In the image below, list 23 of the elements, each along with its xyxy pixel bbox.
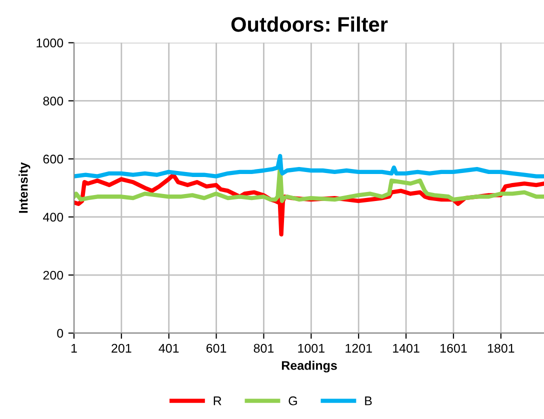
x-tick-label: 1001 (298, 344, 324, 353)
x-tick-label: 1401 (393, 344, 420, 353)
x-axis-title: Readings (282, 360, 337, 372)
y-tick-label: 200 (43, 270, 64, 280)
x-tick-label: 1601 (440, 344, 467, 353)
x-tick-label: 1801 (488, 344, 514, 353)
legend-label: R (214, 396, 222, 406)
x-tick-label: 1201 (346, 344, 372, 353)
chart-title: Outdoors: Filter (231, 16, 388, 32)
legend-label: G (288, 396, 297, 406)
x-tick-label: 201 (112, 344, 132, 353)
y-tick-label: 0 (57, 328, 64, 338)
y-tick-label: 1000 (36, 38, 64, 48)
x-tick-label: 601 (206, 344, 226, 353)
x-tick-label: 1 (71, 344, 77, 353)
legend-label: B (365, 396, 372, 406)
x-tick-label: 401 (158, 344, 179, 353)
y-tick-label: 400 (43, 212, 64, 222)
y-tick-label: 600 (43, 154, 64, 164)
x-tick-label: 801 (254, 344, 274, 353)
line-series (74, 154, 544, 178)
y-axis-title: Intensity (18, 162, 30, 213)
y-tick-label: 800 (43, 96, 64, 106)
